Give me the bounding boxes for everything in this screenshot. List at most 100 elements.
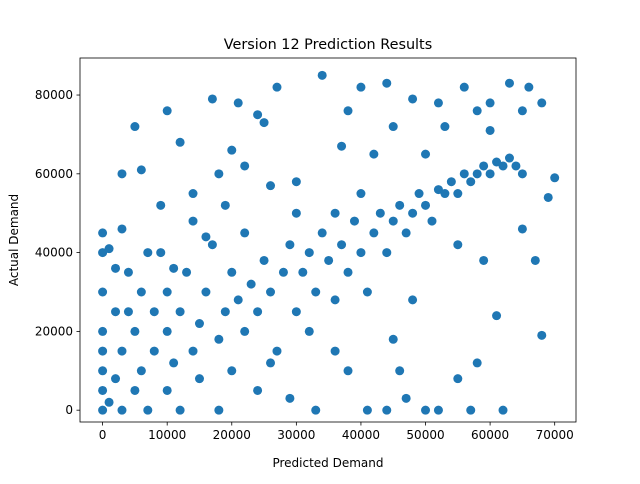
point (356, 82, 366, 92)
point (123, 267, 133, 277)
point (156, 248, 166, 258)
point (117, 346, 127, 356)
point (298, 267, 308, 277)
point (511, 161, 521, 171)
point (388, 216, 398, 226)
point (504, 153, 514, 163)
point (201, 232, 211, 242)
x-tick-label: 10000 (148, 428, 186, 442)
point (446, 177, 456, 187)
y-tick-label: 40000 (35, 246, 73, 260)
point (207, 94, 217, 104)
point (130, 385, 140, 395)
point (136, 366, 146, 376)
point (362, 405, 372, 415)
point (130, 326, 140, 336)
point (472, 358, 482, 368)
point (188, 189, 198, 199)
x-tick-label: 40000 (342, 428, 380, 442)
point (337, 141, 347, 151)
point (433, 98, 443, 108)
point (188, 216, 198, 226)
y-tick-label: 20000 (35, 324, 73, 338)
point (143, 405, 153, 415)
point (111, 374, 121, 384)
x-tick-label: 0 (99, 428, 107, 442)
point (382, 405, 392, 415)
point (343, 366, 353, 376)
point (240, 161, 250, 171)
point (175, 137, 185, 147)
x-tick-label: 20000 (213, 428, 251, 442)
point (472, 169, 482, 179)
point (291, 177, 301, 187)
point (291, 208, 301, 218)
point (330, 346, 340, 356)
point (517, 224, 527, 234)
y-tick-label: 80000 (35, 88, 73, 102)
point (156, 200, 166, 210)
point (227, 366, 237, 376)
point (130, 122, 140, 132)
point (266, 287, 276, 297)
point (421, 405, 431, 415)
x-tick-label: 30000 (277, 428, 315, 442)
point (395, 366, 405, 376)
point (427, 216, 437, 226)
point (395, 200, 405, 210)
point (550, 173, 560, 183)
point (304, 248, 314, 258)
point (233, 98, 243, 108)
point (162, 385, 172, 395)
point (382, 78, 392, 88)
point (98, 385, 108, 395)
point (162, 287, 172, 297)
point (149, 307, 159, 317)
point (227, 267, 237, 277)
point (214, 334, 224, 344)
point (492, 157, 502, 167)
point (162, 326, 172, 336)
point (188, 346, 198, 356)
point (98, 366, 108, 376)
point (537, 98, 547, 108)
point (136, 165, 146, 175)
x-tick-label: 60000 (471, 428, 509, 442)
point (408, 208, 418, 218)
point (517, 169, 527, 179)
point (266, 358, 276, 368)
point (440, 189, 450, 199)
point (253, 307, 263, 317)
x-tick-label: 50000 (406, 428, 444, 442)
point (408, 295, 418, 305)
point (291, 307, 301, 317)
point (104, 397, 114, 407)
point (485, 169, 495, 179)
point (169, 358, 179, 368)
point (459, 169, 469, 179)
point (272, 82, 282, 92)
point (485, 98, 495, 108)
point (175, 307, 185, 317)
point (543, 192, 553, 202)
point (466, 177, 476, 187)
point (98, 405, 108, 415)
point (343, 106, 353, 116)
point (337, 240, 347, 250)
point (162, 106, 172, 116)
point (421, 149, 431, 159)
point (272, 346, 282, 356)
point (98, 248, 108, 258)
point (104, 244, 114, 254)
point (278, 267, 288, 277)
point (214, 405, 224, 415)
point (479, 255, 489, 265)
point (98, 228, 108, 238)
point (440, 122, 450, 132)
point (330, 295, 340, 305)
point (98, 287, 108, 297)
point (259, 255, 269, 265)
point (453, 374, 463, 384)
point (524, 82, 534, 92)
